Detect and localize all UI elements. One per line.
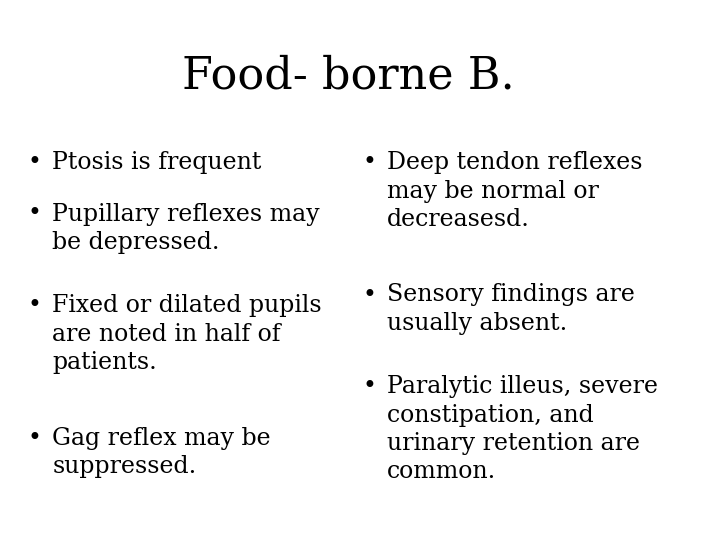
Text: •: •: [363, 375, 377, 399]
Text: Fixed or dilated pupils
are noted in half of
patients.: Fixed or dilated pupils are noted in hal…: [53, 294, 322, 374]
Text: Paralytic illeus, severe
constipation, and
urinary retention are
common.: Paralytic illeus, severe constipation, a…: [387, 375, 658, 483]
Text: Sensory findings are
usually absent.: Sensory findings are usually absent.: [387, 284, 635, 335]
Text: •: •: [28, 427, 42, 450]
Text: Ptosis is frequent: Ptosis is frequent: [53, 151, 261, 174]
Text: Deep tendon reflexes
may be normal or
decreasesd.: Deep tendon reflexes may be normal or de…: [387, 151, 642, 231]
Text: Gag reflex may be
suppressed.: Gag reflex may be suppressed.: [53, 427, 271, 478]
Text: •: •: [28, 202, 42, 226]
Text: •: •: [363, 284, 377, 307]
Text: •: •: [28, 294, 42, 318]
Text: Pupillary reflexes may
be depressed.: Pupillary reflexes may be depressed.: [53, 202, 320, 254]
Text: •: •: [363, 151, 377, 174]
Text: •: •: [28, 151, 42, 174]
Text: Food- borne B.: Food- borne B.: [182, 54, 515, 97]
